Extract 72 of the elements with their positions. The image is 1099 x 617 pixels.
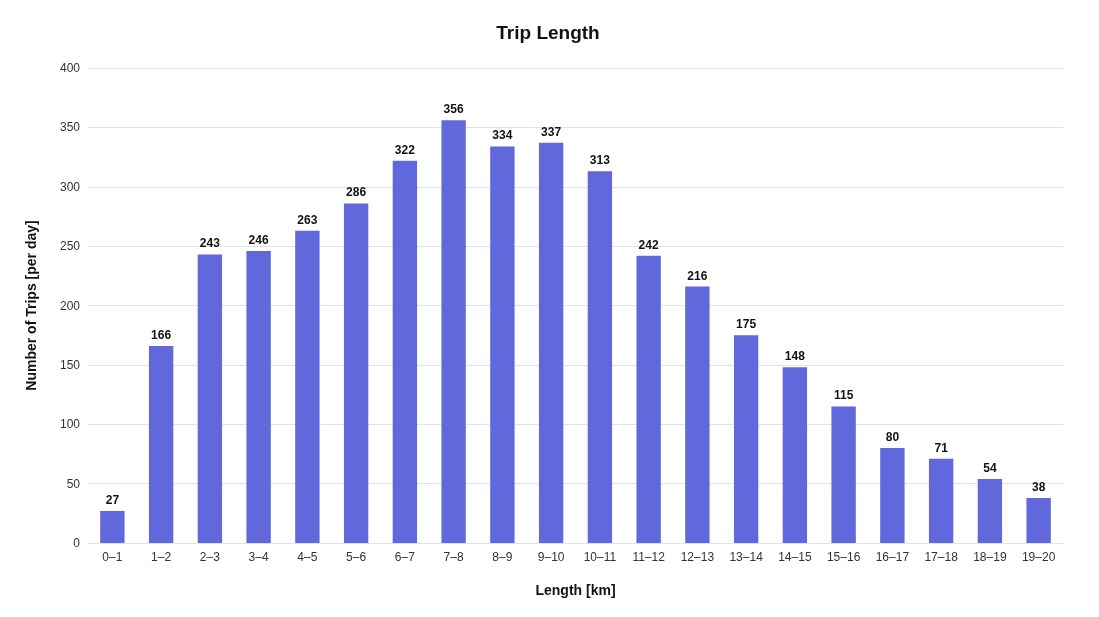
bar — [587, 171, 613, 543]
x-tick-label: 6–7 — [394, 550, 416, 564]
bar — [295, 230, 320, 543]
bar — [197, 254, 223, 543]
data-label: 148 — [784, 349, 806, 364]
x-tick-label: 7–8 — [443, 550, 464, 564]
chart-title: Trip Length — [496, 22, 600, 43]
data-label: 54 — [983, 460, 997, 475]
x-tick-label: 8–9 — [492, 550, 513, 564]
x-tick-label: 5–6 — [346, 550, 367, 564]
x-tick-label: 4–5 — [297, 550, 318, 564]
data-label: 263 — [297, 212, 318, 227]
x-tick-label: 2–3 — [199, 550, 221, 564]
x-tick-label: 1–2 — [151, 550, 172, 564]
data-label: 286 — [346, 185, 367, 200]
bar — [880, 448, 905, 543]
data-label: 216 — [687, 268, 708, 283]
x-tick-label: 17–18 — [924, 550, 959, 564]
bar — [343, 203, 369, 543]
x-tick-label: 9–10 — [537, 550, 565, 564]
data-label: 166 — [151, 327, 172, 342]
bar — [246, 250, 271, 543]
bar — [100, 510, 125, 543]
bar — [1026, 497, 1051, 543]
bar — [392, 160, 418, 543]
y-tick-label: 0 — [73, 536, 81, 550]
y-tick-label: 100 — [59, 417, 81, 432]
data-label: 337 — [541, 124, 562, 139]
bar — [831, 406, 856, 543]
bar — [685, 286, 710, 543]
data-label: 313 — [589, 153, 611, 168]
bar — [977, 478, 1003, 543]
x-tick-label: 10–11 — [583, 550, 617, 564]
bar — [148, 345, 174, 543]
bar — [782, 367, 808, 543]
data-label: 242 — [638, 237, 659, 252]
y-tick-label: 50 — [66, 476, 81, 491]
y-tick-label: 350 — [59, 120, 81, 135]
x-tick-label: 13–14 — [729, 550, 764, 564]
data-label: 246 — [248, 232, 269, 247]
x-tick-label: 19–20 — [1021, 550, 1056, 564]
x-tick-label: 12–13 — [680, 550, 715, 564]
y-tick-label: 250 — [59, 239, 81, 254]
x-tick-label: 15–16 — [826, 550, 861, 564]
y-tick-label: 150 — [59, 357, 81, 372]
x-tick-label: 18–19 — [973, 550, 1007, 564]
bar — [441, 120, 466, 543]
x-tick-label: 14–15 — [778, 550, 812, 564]
data-label: 71 — [934, 440, 949, 455]
data-label: 334 — [492, 128, 513, 143]
y-tick-label: 300 — [59, 179, 81, 194]
data-label: 80 — [885, 430, 900, 444]
bar — [538, 142, 564, 543]
data-label: 38 — [1031, 479, 1046, 494]
data-label: 356 — [443, 102, 464, 117]
x-tick-label: 3–4 — [248, 550, 269, 564]
data-label: 115 — [833, 388, 854, 403]
x-tick-label: 16–17 — [875, 550, 910, 564]
bar — [636, 255, 661, 543]
x-tick-label: 11–12 — [632, 550, 666, 564]
y-tick-label: 200 — [59, 298, 81, 313]
x-tick-label: 0–1 — [102, 550, 123, 564]
y-tick-label: 400 — [59, 61, 81, 75]
data-label: 243 — [199, 236, 221, 251]
y-axis-title: Number of Trips [per day] — [23, 220, 39, 391]
bar — [928, 458, 954, 543]
bar — [733, 335, 759, 543]
x-axis-title: Length [km] — [535, 582, 616, 598]
data-label: 27 — [105, 492, 120, 507]
data-label: 175 — [736, 317, 757, 332]
data-label: 322 — [394, 142, 416, 157]
bar — [490, 146, 515, 543]
